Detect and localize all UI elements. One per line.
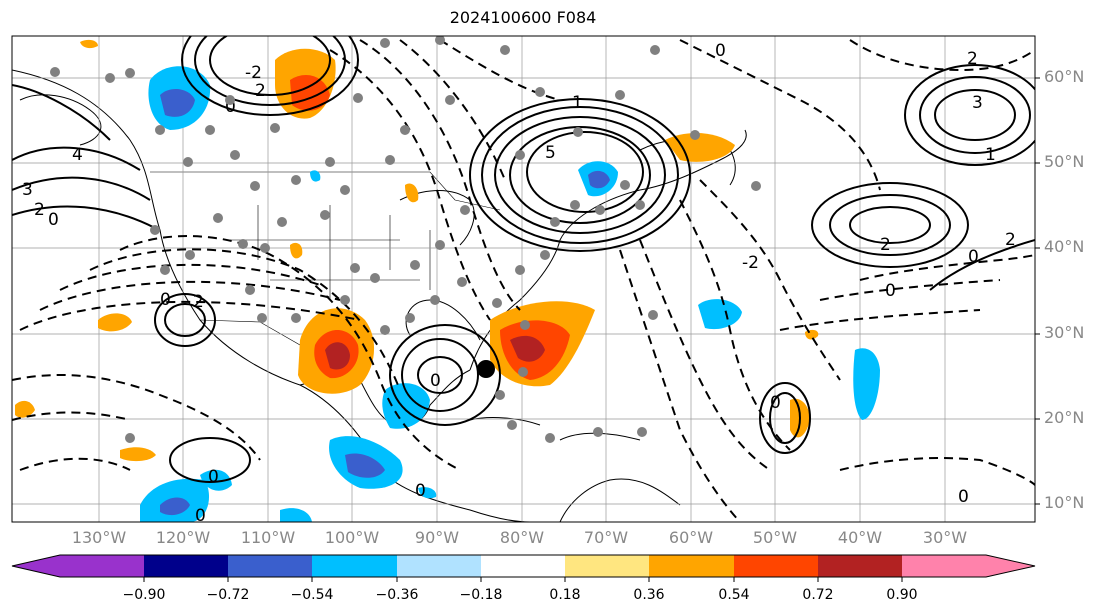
contour-label: 2 — [255, 81, 266, 101]
colorbar-tick-label: −0.54 — [290, 587, 334, 603]
contour-label: 0 — [885, 281, 896, 301]
contour-label: 2 — [880, 235, 891, 255]
contour-label: 0 — [208, 467, 219, 487]
lat-label: 10°N — [1044, 493, 1085, 512]
colorbar-tick-label: 0.18 — [549, 587, 581, 603]
lat-label: 20°N — [1044, 408, 1085, 427]
contour-label: 5 — [545, 143, 556, 163]
contour-label: 0 — [715, 41, 726, 61]
contour-label: 0 — [160, 290, 171, 310]
colorbar-tick-label: 0.36 — [633, 587, 665, 603]
colorbar — [11, 554, 1036, 582]
lon-label: 110°W — [240, 528, 296, 547]
storm-center-marker — [477, 360, 495, 378]
map-frame — [11, 35, 1036, 523]
lon-label: 100°W — [324, 528, 380, 547]
lon-label: 70°W — [583, 528, 629, 547]
lon-label: 120°W — [155, 528, 211, 547]
contour-label: 0 — [770, 393, 781, 413]
solid-contours — [12, 36, 1035, 483]
colorbar-extend-high — [986, 555, 1035, 577]
lon-label: 30°W — [922, 528, 968, 547]
map-area: 2 0 -2 4 3 5 1 0 2 3 2 1 0 0 2 -2 0 2 0 … — [12, 36, 1035, 526]
contour-label: -2 — [245, 63, 262, 83]
contour-label: 0 — [415, 481, 426, 501]
contour-label: 1 — [985, 145, 996, 165]
lon-label: 90°W — [414, 528, 460, 547]
contour-label: 0 — [225, 97, 236, 117]
contour-label: 2 — [967, 49, 978, 69]
lon-label: 60°W — [668, 528, 714, 547]
lat-label: 50°N — [1044, 152, 1085, 171]
contour-label: 0 — [968, 247, 979, 267]
contour-label: 0 — [195, 506, 206, 526]
contour-labels: 2 0 -2 4 3 5 1 0 2 3 2 1 0 0 2 -2 0 2 0 … — [22, 41, 1016, 526]
contour-label: 0 — [430, 371, 441, 391]
negative-anomaly-fills — [140, 66, 880, 522]
colorbar-extend-low — [12, 555, 60, 577]
lon-label: 80°W — [499, 528, 545, 547]
colorbar-tick-label: 0.90 — [886, 587, 918, 603]
contour-label: 0 — [958, 487, 969, 507]
colorbar-tick-label: 0.54 — [718, 587, 750, 603]
colorbar-tick-label: −0.18 — [459, 587, 503, 603]
colorbar-tick-label: −0.90 — [122, 587, 166, 603]
positive-anomaly-fills — [15, 39, 819, 462]
lat-label: 40°N — [1044, 237, 1085, 256]
map-title: 2024100600 F084 — [449, 8, 597, 27]
colorbar-tick-label: 0.72 — [802, 587, 834, 603]
contour-label: -2 — [742, 253, 759, 273]
axis-ticks — [1035, 77, 1040, 505]
contour-label: 4 — [72, 145, 83, 165]
contour-label: 3 — [22, 180, 33, 200]
colorbar-tick-label: −0.36 — [375, 587, 419, 603]
contour-label: 2 — [193, 292, 204, 312]
contour-label: 2 — [34, 200, 45, 220]
lat-label: 30°N — [1044, 323, 1085, 342]
contour-label: 3 — [972, 93, 983, 113]
contour-label: 0 — [48, 210, 59, 230]
lon-label: 130°W — [71, 528, 127, 547]
lat-label: 60°N — [1044, 67, 1085, 86]
lon-label: 40°W — [837, 528, 883, 547]
contour-label: 1 — [572, 93, 583, 113]
contour-label: 2 — [1005, 230, 1016, 250]
lon-label: 50°W — [752, 528, 798, 547]
colorbar-tick-label: −0.72 — [206, 587, 250, 603]
station-markers — [50, 36, 761, 443]
dashed-contours — [12, 39, 1035, 522]
